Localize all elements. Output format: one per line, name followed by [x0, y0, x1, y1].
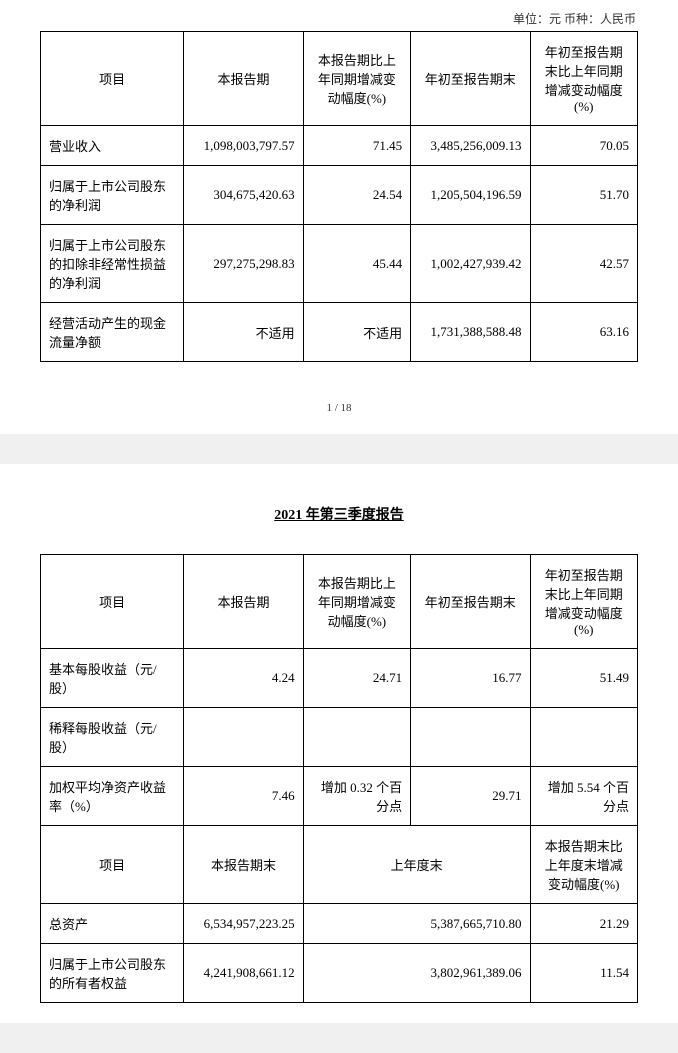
cell-ytd: 29.71 — [411, 767, 530, 826]
table-row: 归属于上市公司股东的所有者权益 4,241,908,661.12 3,802,9… — [41, 944, 638, 1003]
cell-ytd: 3,485,256,009.13 — [411, 126, 530, 166]
header-current-change: 本报告期比上年同期增减变动幅度(%) — [303, 32, 410, 126]
cell-ytd: 1,205,504,196.59 — [411, 166, 530, 225]
header2-prev-end: 上年度末 — [303, 826, 530, 904]
cell-item: 总资产 — [41, 904, 184, 944]
cell-item: 经营活动产生的现金流量净额 — [41, 303, 184, 362]
page-number-label: 1 / 18 — [40, 402, 638, 414]
cell-ytd-change: 70.05 — [530, 126, 638, 166]
cell-change: 21.29 — [530, 904, 638, 944]
cell-item: 加权平均净资产收益率（%） — [41, 767, 184, 826]
cell-item: 稀释每股收益（元/股） — [41, 708, 184, 767]
cell-ytd-change: 42.57 — [530, 225, 638, 303]
cell-current: 297,275,298.83 — [184, 225, 303, 303]
table-row: 归属于上市公司股东的净利润 304,675,420.63 24.54 1,205… — [41, 166, 638, 225]
cell-ytd — [411, 708, 530, 767]
cell-current-change: 24.71 — [303, 649, 410, 708]
cell-current: 7.46 — [184, 767, 303, 826]
cell-current-change: 45.44 — [303, 225, 410, 303]
cell-current-change: 增加 0.32 个百分点 — [303, 767, 410, 826]
financial-table-2: 项目 本报告期 本报告期比上年同期增减变动幅度(%) 年初至报告期末 年初至报告… — [40, 554, 638, 1003]
cell-current-change: 不适用 — [303, 303, 410, 362]
header2-change: 本报告期末比上年度末增减变动幅度(%) — [530, 826, 638, 904]
table-header-row: 项目 本报告期 本报告期比上年同期增减变动幅度(%) 年初至报告期末 年初至报告… — [41, 32, 638, 126]
cell-item: 归属于上市公司股东的所有者权益 — [41, 944, 184, 1003]
header-current: 本报告期 — [184, 32, 303, 126]
header2-current-end: 本报告期末 — [184, 826, 303, 904]
cell-ytd: 16.77 — [411, 649, 530, 708]
table-row: 稀释每股收益（元/股） — [41, 708, 638, 767]
table-row: 归属于上市公司股东的扣除非经常性损益的净利润 297,275,298.83 45… — [41, 225, 638, 303]
cell-ytd: 1,002,427,939.42 — [411, 225, 530, 303]
header2-item: 项目 — [41, 826, 184, 904]
cell-current-end: 4,241,908,661.12 — [184, 944, 303, 1003]
financial-table-1: 项目 本报告期 本报告期比上年同期增减变动幅度(%) 年初至报告期末 年初至报告… — [40, 31, 638, 362]
cell-item: 基本每股收益（元/股） — [41, 649, 184, 708]
cell-ytd-change — [530, 708, 638, 767]
cell-ytd-change: 51.49 — [530, 649, 638, 708]
cell-item: 营业收入 — [41, 126, 184, 166]
cell-current-change — [303, 708, 410, 767]
unit-label: 单位：元 币种：人民币 — [40, 10, 638, 27]
cell-item: 归属于上市公司股东的净利润 — [41, 166, 184, 225]
cell-ytd-change: 增加 5.54 个百分点 — [530, 767, 638, 826]
cell-ytd: 1,731,388,588.48 — [411, 303, 530, 362]
cell-current — [184, 708, 303, 767]
cell-current-change: 71.45 — [303, 126, 410, 166]
header-current-change: 本报告期比上年同期增减变动幅度(%) — [303, 555, 410, 649]
page-2: 2021 年第三季度报告 项目 本报告期 本报告期比上年同期增减变动幅度(%) … — [0, 464, 678, 1023]
cell-current-change: 24.54 — [303, 166, 410, 225]
header-item: 项目 — [41, 555, 184, 649]
cell-current: 1,098,003,797.57 — [184, 126, 303, 166]
header-ytd: 年初至报告期末 — [411, 555, 530, 649]
table-row: 基本每股收益（元/股） 4.24 24.71 16.77 51.49 — [41, 649, 638, 708]
cell-current: 4.24 — [184, 649, 303, 708]
table-subheader-row: 项目 本报告期末 上年度末 本报告期末比上年度末增减变动幅度(%) — [41, 826, 638, 904]
header-current: 本报告期 — [184, 555, 303, 649]
cell-change: 11.54 — [530, 944, 638, 1003]
cell-prev-end: 5,387,665,710.80 — [303, 904, 530, 944]
cell-prev-end: 3,802,961,389.06 — [303, 944, 530, 1003]
cell-item: 归属于上市公司股东的扣除非经常性损益的净利润 — [41, 225, 184, 303]
header-ytd-change: 年初至报告期末比上年同期增减变动幅度(%) — [530, 555, 638, 649]
table-header-row: 项目 本报告期 本报告期比上年同期增减变动幅度(%) 年初至报告期末 年初至报告… — [41, 555, 638, 649]
header-ytd: 年初至报告期末 — [411, 32, 530, 126]
table-row: 经营活动产生的现金流量净额 不适用 不适用 1,731,388,588.48 6… — [41, 303, 638, 362]
header-ytd-change: 年初至报告期末比上年同期增减变动幅度(%) — [530, 32, 638, 126]
header-item: 项目 — [41, 32, 184, 126]
table-row: 加权平均净资产收益率（%） 7.46 增加 0.32 个百分点 29.71 增加… — [41, 767, 638, 826]
cell-ytd-change: 51.70 — [530, 166, 638, 225]
cell-ytd-change: 63.16 — [530, 303, 638, 362]
cell-current: 304,675,420.63 — [184, 166, 303, 225]
cell-current-end: 6,534,957,223.25 — [184, 904, 303, 944]
cell-current: 不适用 — [184, 303, 303, 362]
report-title: 2021 年第三季度报告 — [40, 504, 638, 524]
table-row: 营业收入 1,098,003,797.57 71.45 3,485,256,00… — [41, 126, 638, 166]
page-1: 单位：元 币种：人民币 项目 本报告期 本报告期比上年同期增减变动幅度(%) 年… — [0, 0, 678, 434]
table-row: 总资产 6,534,957,223.25 5,387,665,710.80 21… — [41, 904, 638, 944]
